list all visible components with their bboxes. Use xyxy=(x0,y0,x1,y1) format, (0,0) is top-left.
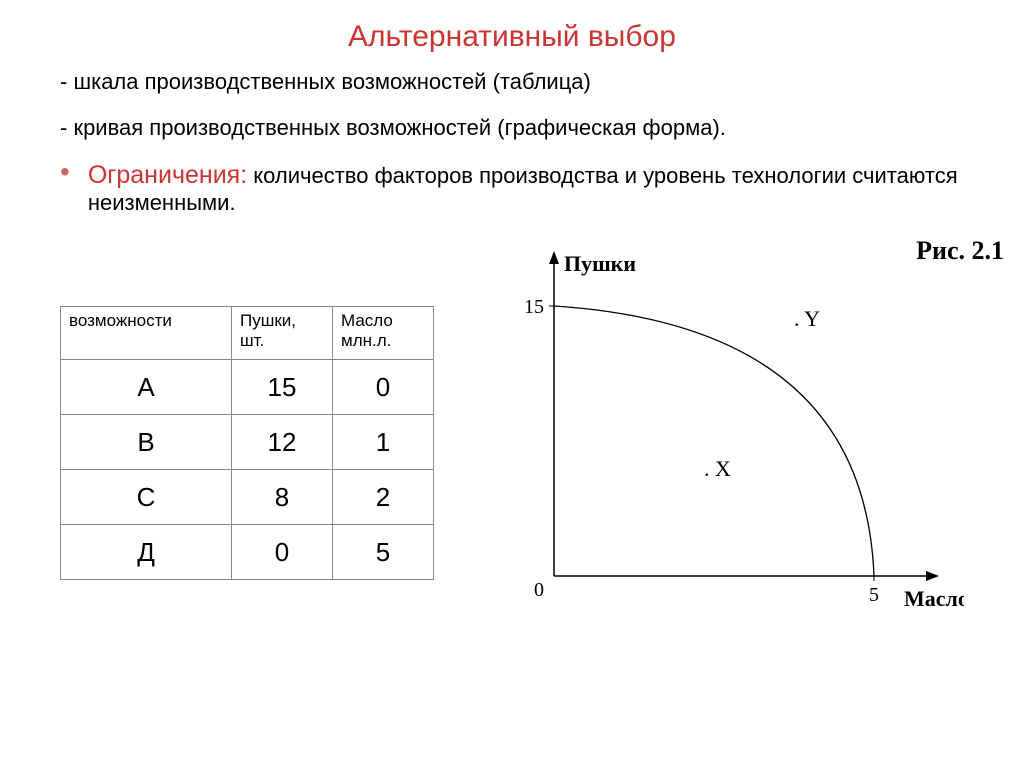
table-header-row: возможности Пушки, шт. Масло млн.л. xyxy=(61,307,434,360)
bullet-3: • Ограничения: количество факторов произ… xyxy=(60,161,974,216)
bullet-2: - кривая производственных возможностей (… xyxy=(60,115,974,141)
table-cell: 12 xyxy=(232,415,333,470)
x-axis-arrow-icon xyxy=(926,571,939,581)
x-axis-label: Масло xyxy=(904,586,964,611)
x-tick-label: 5 xyxy=(869,584,879,606)
table-cell: 15 xyxy=(232,360,333,415)
table-cell: В xyxy=(61,415,232,470)
table-cell: 1 xyxy=(333,415,434,470)
table-row: В 12 1 xyxy=(61,415,434,470)
point-x: . X xyxy=(704,456,731,481)
table-header-col2: Пушки, шт. xyxy=(232,307,333,360)
table-header-col3: Масло млн.л. xyxy=(333,307,434,360)
ppf-svg: Пушки Масло 15 5 0 . Y . X xyxy=(494,246,964,626)
table-cell: 0 xyxy=(333,360,434,415)
ppf-curve xyxy=(554,306,874,576)
bullet-1: - шкала производственных возможностей (т… xyxy=(60,69,974,95)
y-axis-arrow-icon xyxy=(549,251,559,264)
table-cell: 5 xyxy=(333,525,434,580)
table-cell: 2 xyxy=(333,470,434,525)
y-axis-label: Пушки xyxy=(564,251,636,276)
table-cell: 0 xyxy=(232,525,333,580)
table-row: А 15 0 xyxy=(61,360,434,415)
point-y: . Y xyxy=(794,306,820,331)
origin-label: 0 xyxy=(534,579,544,601)
table-cell: А xyxy=(61,360,232,415)
table-row: С 8 2 xyxy=(61,470,434,525)
possibilities-table: возможности Пушки, шт. Масло млн.л. А 15… xyxy=(60,306,434,580)
table-cell: 8 xyxy=(232,470,333,525)
table-header-col1: возможности xyxy=(61,307,232,360)
page-title: Альтернативный выбор xyxy=(50,20,974,54)
y-tick-label: 15 xyxy=(524,296,544,318)
table-cell: Д xyxy=(61,525,232,580)
ppf-chart: Рис. 2.1 Пушки Масло 15 5 0 . Y . X xyxy=(494,246,974,626)
table-cell: С xyxy=(61,470,232,525)
content-row: возможности Пушки, шт. Масло млн.л. А 15… xyxy=(50,246,974,626)
restrictions-label: Ограничения: xyxy=(88,161,247,189)
figure-label: Рис. 2.1 xyxy=(916,236,1004,266)
table-row: Д 0 5 xyxy=(61,525,434,580)
bullet-dot-icon: • xyxy=(60,161,70,183)
